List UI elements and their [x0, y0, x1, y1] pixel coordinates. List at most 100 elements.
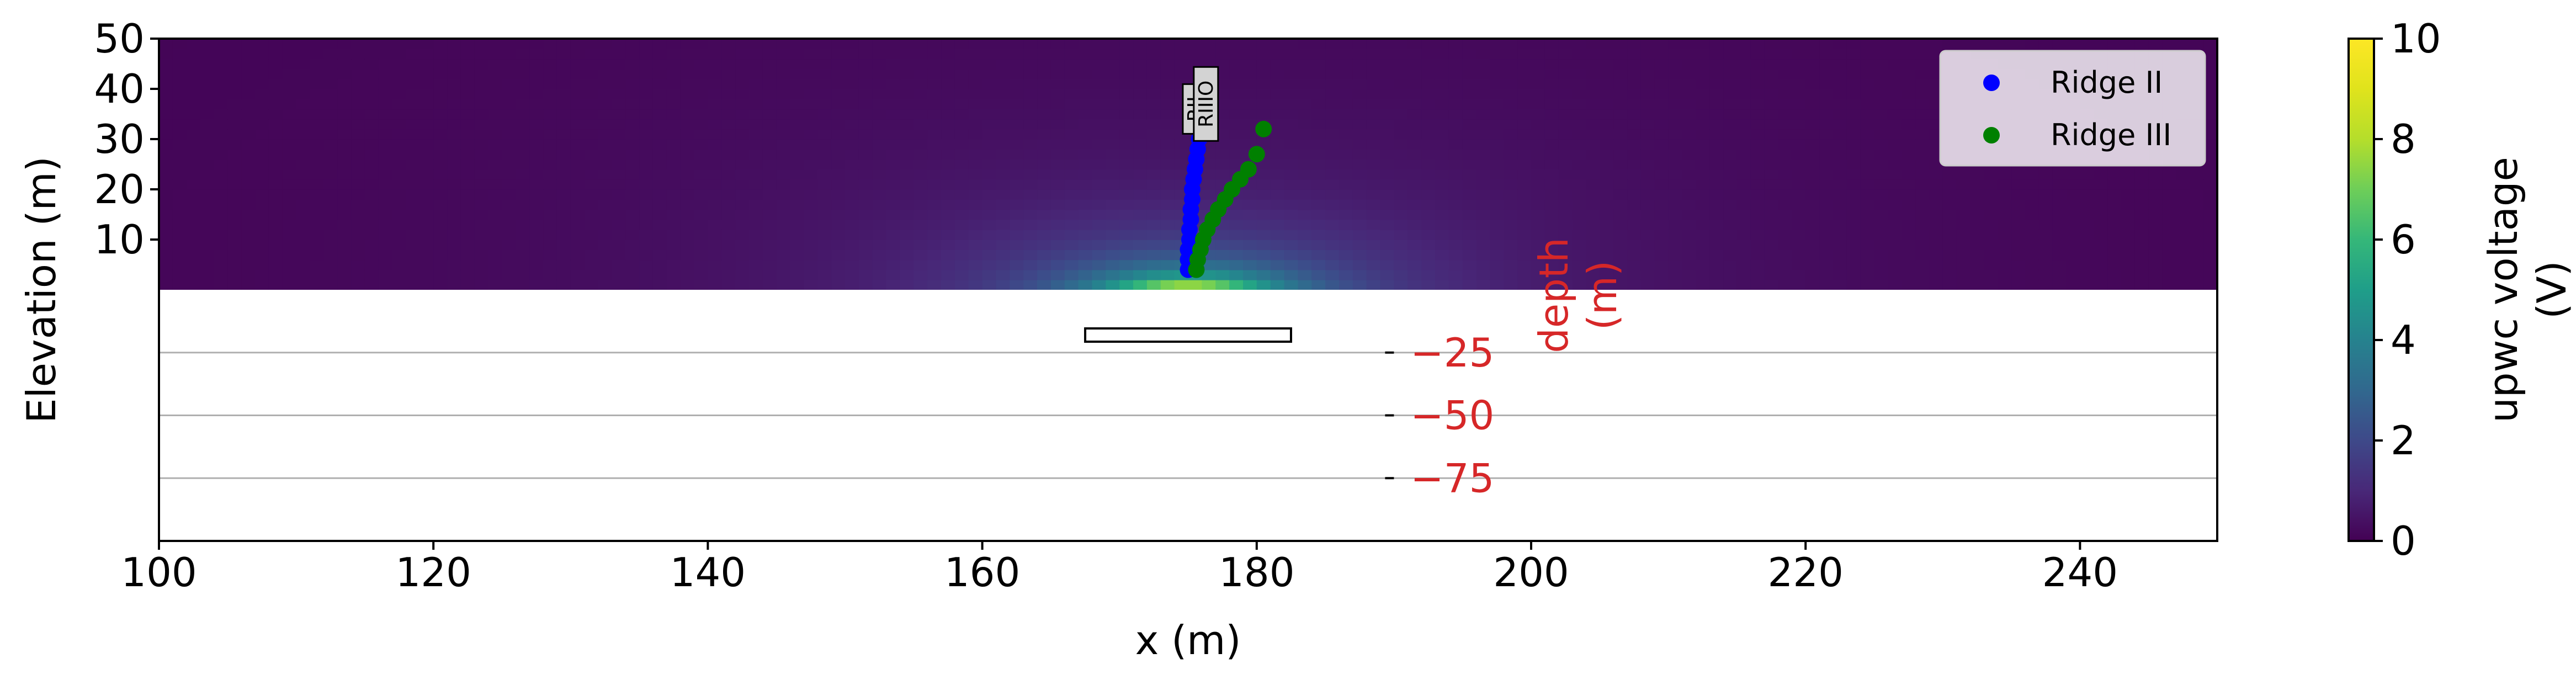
heatmap-cell	[543, 229, 557, 240]
heatmap-cell	[612, 129, 626, 140]
heatmap-cell	[1050, 189, 1065, 200]
heatmap-cell	[1640, 169, 1655, 180]
heatmap-cell	[241, 209, 256, 220]
heatmap-cell	[1284, 159, 1299, 170]
heatmap-cell	[1174, 279, 1189, 290]
heatmap-cell	[1640, 89, 1655, 99]
heatmap-cell	[1325, 119, 1340, 130]
heatmap-cell	[1037, 139, 1051, 150]
heatmap-cell	[1531, 78, 1545, 89]
heatmap-cell	[1462, 209, 1477, 220]
heatmap-cell	[1874, 129, 1889, 140]
heatmap-cell	[872, 269, 887, 280]
heatmap-cell	[2038, 269, 2053, 280]
heatmap-cell	[1050, 49, 1065, 60]
heatmap-cell	[612, 240, 626, 250]
heatmap-cell	[1984, 259, 1999, 270]
heatmap-cell	[1215, 39, 1230, 49]
heatmap-cell	[1146, 149, 1161, 160]
heatmap-cell	[1654, 109, 1669, 120]
heatmap-cell	[488, 169, 503, 180]
heatmap-cell	[1846, 139, 1861, 150]
heatmap-cell	[1160, 119, 1175, 130]
heatmap-cell	[1256, 169, 1271, 180]
heatmap-cell	[516, 259, 530, 270]
heatmap-cell	[364, 189, 379, 200]
heatmap-cell	[556, 199, 571, 210]
heatmap-cell	[2052, 219, 2067, 230]
heatmap-cell	[2203, 240, 2217, 250]
heatmap-cell	[913, 249, 928, 261]
heatmap-cell	[708, 139, 723, 150]
heatmap-cell	[639, 109, 654, 120]
heatmap-cell	[282, 89, 297, 99]
heatmap-cell	[1380, 139, 1395, 150]
heatmap-cell	[1517, 59, 1532, 70]
heatmap-cell	[1902, 240, 1916, 250]
heatmap-cell	[241, 189, 256, 200]
heatmap-cell	[227, 199, 242, 210]
heatmap-cell	[1298, 240, 1313, 250]
heatmap-cell	[2038, 229, 2053, 240]
heatmap-cell	[296, 99, 311, 110]
heatmap-cell	[255, 189, 269, 200]
heatmap-cell	[1709, 159, 1724, 170]
heatmap-cell	[790, 129, 805, 140]
heatmap-cell	[941, 189, 955, 200]
heatmap-cell	[1462, 109, 1477, 120]
heatmap-cell	[1174, 59, 1189, 70]
heatmap-cell	[1833, 89, 1847, 99]
heatmap-cell	[351, 129, 365, 140]
heatmap-cell	[900, 149, 915, 160]
heatmap-cell	[584, 159, 599, 170]
heatmap-cell	[1202, 169, 1217, 180]
heatmap-cell	[1037, 249, 1051, 261]
heatmap-cell	[323, 169, 338, 180]
heatmap-cell	[694, 189, 709, 200]
heatmap-cell	[1010, 249, 1024, 261]
heatmap-cell	[172, 199, 187, 210]
heatmap-cell	[1531, 249, 1545, 261]
heatmap-cell	[337, 189, 352, 200]
heatmap-cell	[735, 229, 750, 240]
heatmap-cell	[159, 78, 173, 89]
heatmap-cell	[1792, 129, 1806, 140]
heatmap-cell	[1668, 119, 1683, 130]
heatmap-cell	[1242, 229, 1257, 240]
heatmap-cell	[310, 139, 325, 150]
heatmap-cell	[1572, 269, 1587, 280]
heatmap-cell	[1874, 199, 1889, 210]
heatmap-cell	[625, 129, 640, 140]
heatmap-cell	[337, 78, 352, 89]
heatmap-cell	[1050, 109, 1065, 120]
heatmap-cell	[612, 149, 626, 160]
heatmap-cell	[1298, 78, 1313, 89]
heatmap-cell	[790, 109, 805, 120]
heatmap-cell	[323, 269, 338, 280]
heatmap-cell	[1448, 169, 1463, 180]
heatmap-cell	[1064, 149, 1079, 160]
heatmap-cell	[2080, 39, 2095, 49]
heatmap-cell	[310, 240, 325, 250]
heatmap-cell	[913, 119, 928, 130]
heatmap-cell	[323, 219, 338, 230]
heatmap-cell	[406, 159, 421, 170]
heatmap-cell	[1640, 99, 1655, 110]
heatmap-cell	[1792, 259, 1806, 270]
heatmap-cell	[172, 109, 187, 120]
heatmap-cell	[639, 229, 654, 240]
heatmap-cell	[1668, 279, 1683, 290]
heatmap-cell	[1133, 199, 1148, 210]
heatmap-cell	[1709, 259, 1724, 270]
heatmap-cell	[1860, 229, 1875, 240]
heatmap-cell	[1792, 159, 1806, 170]
heatmap-cell	[886, 159, 901, 170]
heatmap-cell	[831, 240, 846, 250]
heatmap-cell	[323, 89, 338, 99]
heatmap-cell	[1805, 119, 1820, 130]
heatmap-cell	[488, 149, 503, 160]
heatmap-cell	[310, 279, 325, 290]
heatmap-cell	[1325, 109, 1340, 120]
heatmap-cell	[1160, 179, 1175, 190]
heatmap-cell	[1490, 159, 1505, 170]
